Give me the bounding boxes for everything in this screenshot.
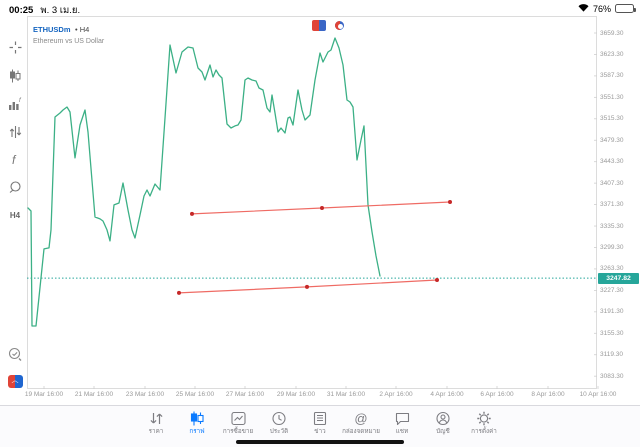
nav-account[interactable]: บัญชี <box>423 410 464 435</box>
nav-history[interactable]: ประวัติ <box>259 410 300 435</box>
chat-bubble-icon <box>394 410 410 427</box>
nav-chart[interactable]: กราฟ <box>177 410 218 435</box>
chart-toolbar-bottom: ︿ <box>4 346 26 388</box>
nav-chart-label: กราฟ <box>189 428 205 435</box>
time-axis-label: 23 Mar 16:00 <box>125 391 165 398</box>
nav-quotes-label: ราคา <box>148 428 164 435</box>
chart-header: ETHUSDm • H4 Ethereum vs US Dollar <box>33 18 104 47</box>
price-axis-label: 3083.30 <box>600 372 624 380</box>
home-indicator[interactable] <box>236 440 404 444</box>
mailbox-at-icon: @ <box>354 411 368 426</box>
time-axis-label: 2 Apr 16:00 <box>379 391 413 398</box>
symbol-flags <box>312 20 345 31</box>
status-date: พ. 3 เม.ย. <box>40 5 81 16</box>
nav-chat[interactable]: แชท <box>382 410 423 435</box>
function-glyph: f <box>12 153 17 166</box>
nav-mailbox[interactable]: @ กล่องจดหมาย <box>341 410 382 435</box>
chart-toolbar: f f H4 <box>4 40 26 223</box>
nav-trade-label: การซื้อขาย <box>222 428 254 435</box>
nav-news[interactable]: ข่าว <box>300 410 341 435</box>
price-axis-label: 3515.30 <box>600 115 624 123</box>
bottom-nav: ราคา กราฟ การซื้อขาย <box>0 405 640 447</box>
chart-pane[interactable] <box>27 16 597 389</box>
price-axis-label: 3479.30 <box>600 136 624 144</box>
candlestick-style-icon[interactable] <box>7 68 23 83</box>
indicators-icon[interactable]: f <box>7 96 23 111</box>
crosshair-icon[interactable] <box>7 40 23 55</box>
time-axis-label: 31 Mar 16:00 <box>326 391 366 398</box>
time-axis-label: 6 Apr 16:00 <box>480 391 514 398</box>
history-sync-icon[interactable] <box>7 346 23 361</box>
svg-text:f: f <box>19 98 22 104</box>
base-currency-flag-icon <box>312 20 326 31</box>
quotes-arrows-icon <box>148 410 164 427</box>
function-icon[interactable]: f <box>7 152 23 167</box>
time-axis-label: 25 Mar 16:00 <box>175 391 215 398</box>
nav-settings[interactable]: การตั้งค่า <box>464 410 505 435</box>
nav-chat-label: แชท <box>395 428 409 435</box>
news-icon <box>313 410 328 427</box>
price-axis-label: 3335.30 <box>600 222 624 230</box>
chart-separator: • <box>74 25 78 34</box>
nav-news-label: ข่าว <box>314 428 326 435</box>
quote-currency-flag-icon <box>334 20 345 31</box>
nav-trade[interactable]: การซื้อขาย <box>218 410 259 435</box>
price-axis-label: 3299.30 <box>600 243 624 251</box>
nav-mailbox-label: กล่องจดหมาย <box>342 428 380 435</box>
time-axis-label: 8 Apr 16:00 <box>531 391 565 398</box>
time-axis-label: 4 Apr 16:00 <box>430 391 464 398</box>
price-axis-label: 3263.30 <box>600 265 624 273</box>
settings-gear-icon <box>477 410 492 427</box>
price-axis-label: 3227.30 <box>600 286 624 294</box>
status-time-date: 00:25 พ. 3 เม.ย. <box>9 3 80 18</box>
time-axis-label: 29 Mar 16:00 <box>276 391 316 398</box>
nav-quotes[interactable]: ราคา <box>136 410 177 435</box>
battery-icon <box>615 4 636 13</box>
objects-icon[interactable] <box>7 124 23 139</box>
time-axis: 19 Mar 16:00 21 Mar 16:00 23 Mar 16:00 25 M… <box>0 391 640 401</box>
time-axis-label: 27 Mar 16:00 <box>225 391 265 398</box>
price-axis-label: 3155.30 <box>600 329 624 337</box>
chart-candles-icon <box>190 410 205 427</box>
price-axis-label: 3191.30 <box>600 308 624 316</box>
status-bar: 00:25 พ. 3 เม.ย. 76% <box>0 0 640 16</box>
chart-timeframe: H4 <box>79 25 90 34</box>
price-axis-label: 3623.30 <box>600 50 624 58</box>
price-axis-label: 3371.30 <box>600 201 624 209</box>
account-person-icon <box>436 410 451 427</box>
chart-symbol: ETHUSDm <box>33 25 71 34</box>
timeframe-button[interactable]: H4 <box>9 211 21 220</box>
price-axis-label: 3587.30 <box>600 72 624 80</box>
time-axis-label: 21 Mar 16:00 <box>74 391 114 398</box>
nav-history-label: ประวัติ <box>269 428 289 435</box>
time-axis-label: 10 Apr 16:00 <box>579 391 617 398</box>
price-axis-label: 3407.30 <box>600 179 624 187</box>
wifi-icon <box>578 3 589 14</box>
price-axis-label: 3119.30 <box>600 351 624 359</box>
nav-settings-label: การตั้งค่า <box>471 428 497 435</box>
metatrader-logo-icon[interactable]: ︿ <box>7 375 23 388</box>
status-time: 00:25 <box>9 5 34 16</box>
price-axis-label: 3659.30 <box>600 29 624 37</box>
time-axis-label: 19 Mar 16:00 <box>24 391 64 398</box>
history-clock-icon <box>272 410 287 427</box>
object-select-icon[interactable] <box>7 180 23 195</box>
nav-account-label: บัญชี <box>436 428 450 435</box>
chart-description: Ethereum vs US Dollar <box>33 38 105 45</box>
price-axis-label: 3443.30 <box>600 158 624 166</box>
current-price-tag: 3247.82 <box>598 272 639 284</box>
price-axis-label: 3551.30 <box>600 93 624 101</box>
trade-icon <box>230 410 246 427</box>
battery-percent: 76% <box>592 3 611 14</box>
